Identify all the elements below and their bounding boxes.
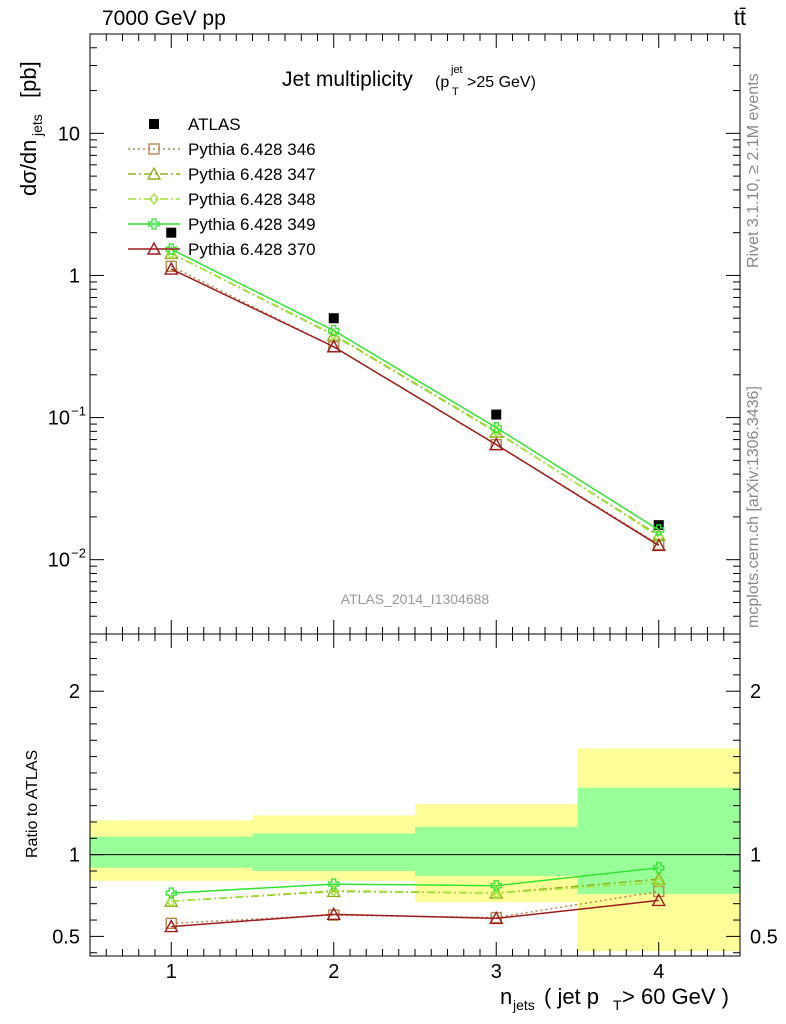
x-label-sub2: T [613,997,622,1013]
legend-marker [148,143,160,155]
ratio-series-line [171,881,659,902]
x-tick-label: 3 [491,961,502,983]
legend-marker [146,166,162,180]
ratio-data-point [165,917,177,930]
data-point [328,324,340,337]
ratio-data-point [164,919,179,933]
ratio-data-point [653,862,665,874]
uncertainty-band-stat [90,836,253,868]
data-point [166,227,177,238]
legend-marker [148,218,160,230]
title-cut-sub: T [452,86,459,98]
uncertainty-band-stat [415,826,578,876]
y-tick-label: 1 [69,265,80,287]
ratio-frame [89,633,741,957]
data-point [651,537,666,552]
title-cut-sup: jet [450,64,463,76]
x-tick-label: 2 [328,961,339,983]
x-axis-label: n jets ( jet p T > 60 GeV ) [500,984,729,1013]
ratio-data-point [653,876,664,889]
legend-label: Pythia 6.428 349 [188,215,316,234]
uncertainty-band-stat [252,833,415,872]
ratio-data-point [328,884,339,897]
title-cut-prefix: (p [435,74,449,91]
uncertainty-band-stat [577,787,740,894]
series-line [170,268,660,547]
series-line [170,248,660,531]
x-label-rest: ( jet p [544,984,599,1009]
y-label-main: dσ/dn [16,140,41,196]
data-point [491,409,502,420]
ratio-series-line [171,899,659,928]
y-tick-label: 10 [58,123,80,145]
x-tick-label: 1 [166,961,177,983]
series-line [170,265,660,546]
data-point [328,313,339,324]
ratio-data-point [490,880,502,892]
title-cut-value: >25 GeV) [467,74,536,91]
legend-marker [149,192,159,206]
ratio-y-axis-label: Ratio to ATLAS [24,750,41,858]
data-point [164,261,179,275]
x-label-end: > 60 GeV ) [622,984,729,1009]
series-line [170,252,660,538]
y-tick-exponent: −2 [71,546,86,561]
ratio-panel: 0.5 0.5 1 1 2 2 1 2 3 4 Ratio to ATLAS n jets ( jet … [24,633,778,1013]
energy-label: 7000 GeV pp [102,7,226,30]
x-label-main: n [500,984,512,1009]
ratio-y-tick-label-right: 1 [750,845,761,867]
y-axis-label: dσ/dn jets [pb] [16,61,45,196]
ratio-series-line [171,866,659,894]
data-point [326,339,341,353]
ratio-data-point [491,886,502,900]
legend-label: Pythia 6.428 346 [188,140,316,159]
x-label-sub: jets [512,997,535,1013]
ratio-data-point [326,906,341,921]
ratio-y-tick-label-right: 0.5 [750,926,778,948]
y-label-sub: jets [29,114,45,137]
data-point [653,530,664,543]
ratio-data-point [651,892,666,907]
series-line [170,252,660,537]
y-tick-exponent: −1 [71,404,86,419]
legend-label: Pythia 6.428 347 [188,165,316,184]
ratio-y-label-text: Ratio to ATLAS [24,750,41,858]
ratio-data-point [328,878,340,890]
ratio-y-tick-label: 0.5 [52,926,80,948]
legend-label: ATLAS [188,115,241,134]
y-label-unit: [pb] [16,61,41,98]
process-label: tt̄ [733,5,746,30]
chart-title: Jet multiplicity [282,68,413,91]
legend-label: Pythia 6.428 348 [188,190,316,209]
x-tick-label: 4 [653,961,664,983]
ratio-y-tick-label: 2 [69,681,80,703]
ratio-y-tick-label-right: 2 [750,681,761,703]
legend-marker [146,241,162,255]
y-tick-label: 10 [48,550,70,572]
data-point [653,524,665,536]
ratio-data-point [489,910,504,925]
data-point [165,260,177,272]
legend-label: Pythia 6.428 370 [188,240,316,259]
ratio-series-line [171,890,659,925]
ratio-data-point [166,895,177,908]
analysis-watermark: ATLAS_2014_I1304688 [341,591,490,607]
ratio-data-point [651,871,666,885]
legend-marker [149,119,159,129]
data-point [490,421,502,434]
ratio-y-tick-label: 1 [69,845,80,867]
ratio-data-point [165,887,177,899]
data-point [489,437,504,451]
data-point [165,243,177,255]
y-tick-label: 10 [48,408,70,430]
